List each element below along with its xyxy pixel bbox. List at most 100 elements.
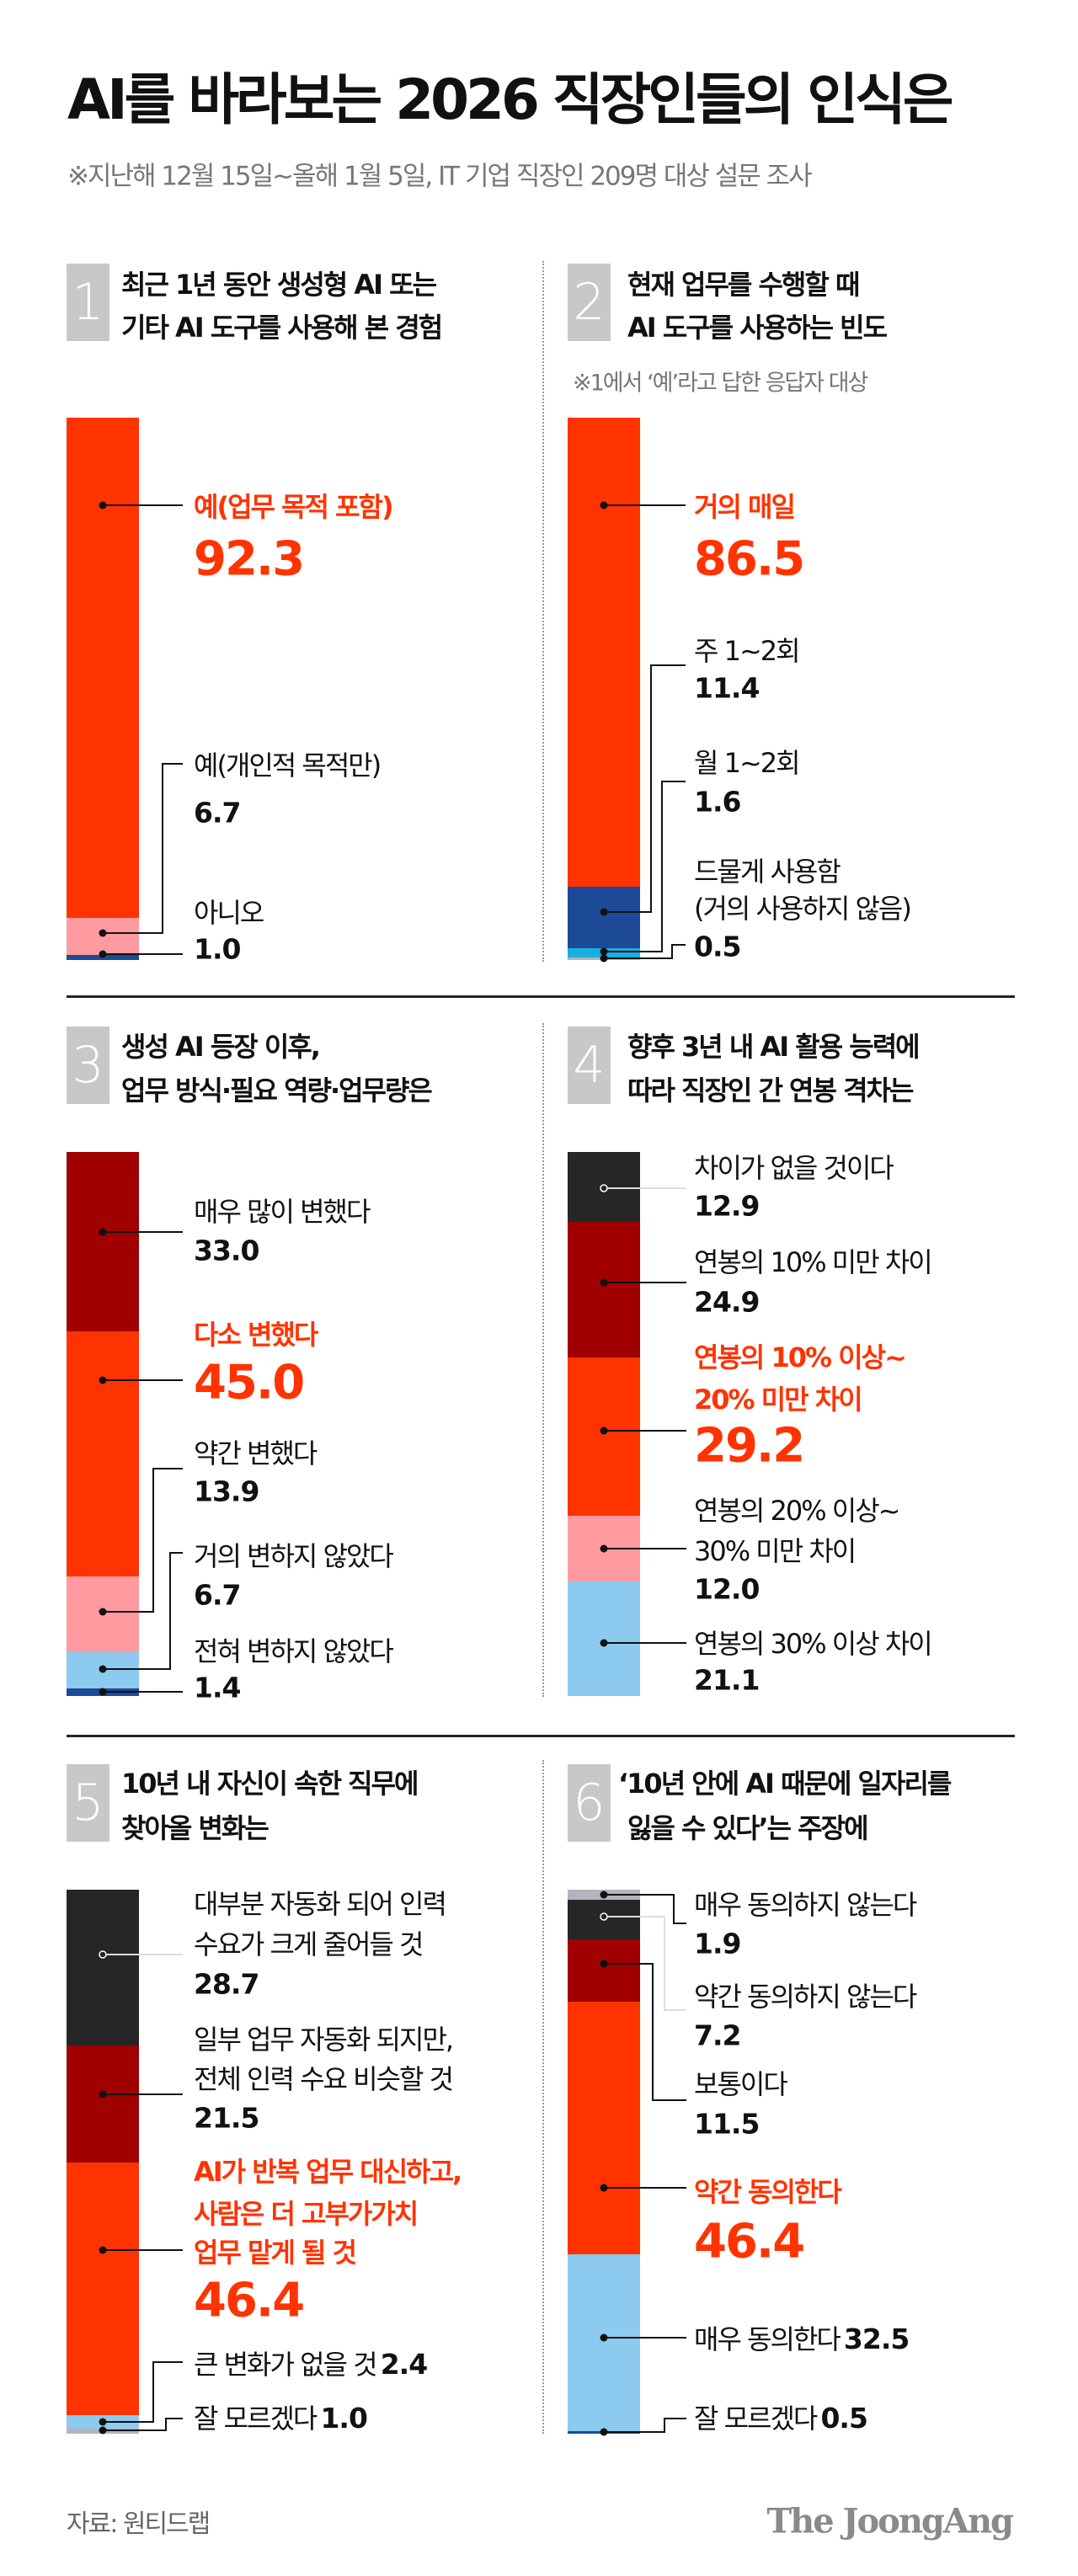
segment-value: 7.2 [694,2019,741,2052]
bar-segment [568,1357,640,1517]
segment-value: 21.5 [194,2101,259,2135]
stacked-bar-2 [568,418,640,961]
publisher-logo: The JoongAng [766,2501,1014,2541]
segment-label: 다소 변했다 [194,1319,318,1351]
segment-label: 연봉의 30% 이상 차이 [694,1628,933,1660]
segment-value: 12.9 [694,1189,760,1223]
stacked-bar-1 [67,418,139,961]
leader-dot [600,2184,608,2192]
page-title: AI를 바라보는 2026 직장인들의 인식은 [67,67,954,132]
leader-dot [99,2426,107,2435]
segment-label: 예(업무 목적 포함) [194,491,394,523]
segment-label-inline: 큰 변화가 없을 것 2.4 [194,2344,428,2382]
leader-line [604,2418,686,2433]
segment-value: 33.0 [194,1234,259,1267]
leader-line [103,763,183,934]
segment-label: (거의 사용하지 않음) [694,893,912,925]
bar-segment [568,1581,640,1697]
segment-value: 6.7 [194,1578,241,1612]
leader-dot [99,1665,107,1673]
leader-dot [99,1608,107,1616]
segment-label: 약간 변했다 [194,1437,318,1469]
segment-label: 일부 업무 자동화 되지만, [194,2024,454,2056]
column-divider [542,1023,544,1697]
leader-line [604,781,686,952]
leader-dot [600,1184,608,1192]
leader-dot [99,2090,107,2099]
question-title: 업무 방식·필요 역량·업무량은 [121,1075,433,1107]
leader-dot [600,1427,608,1435]
question-title: 생성 AI 등장 이후, [121,1031,321,1063]
bar-segment [568,1939,640,2003]
bar-segment [568,2002,640,2255]
segment-label: 거의 변하지 않았다 [194,1540,394,1572]
segment-value: 86.5 [694,531,805,587]
leader-dot [99,2246,107,2254]
segment-value: 92.3 [194,531,305,587]
segment-label: 연봉의 10% 이상~ [694,1341,907,1373]
bar-segment [568,418,640,888]
segment-value: 0.5 [820,2402,867,2435]
stacked-bar-3 [67,1152,139,1697]
segment-label: 주 1~2회 [694,635,801,667]
segment-label: 30% 미만 차이 [694,1535,857,1567]
segment-label: 보통이다 [694,2068,788,2100]
segment-value: 1.9 [694,1927,741,1960]
segment-value: 13.9 [194,1475,259,1508]
bar-segment [67,1890,139,2046]
bar-segment [67,1152,139,1332]
question-number-1: 1 [67,264,109,341]
section-divider [67,1735,1015,1737]
segment-label: 20% 미만 차이 [694,1384,863,1416]
leader-dot [99,950,107,958]
leader-line [604,1963,686,2101]
question-title: AI 도구를 사용하는 빈도 [627,312,888,344]
segment-value: 1.4 [194,1671,241,1704]
leader-dot [99,929,107,937]
segment-label: 매우 동의하지 않는다 [694,1889,917,1921]
bar-segment [67,418,139,919]
segment-label: 수요가 크게 줄어들 것 [194,1928,424,1960]
section-divider [67,995,1015,998]
segment-value: 24.9 [694,1285,760,1319]
question-title: 현재 업무를 수행할 때 [627,269,860,301]
leader-dot [600,1891,608,1899]
leader-line [604,944,686,959]
segment-label: 차이가 없을 것이다 [694,1152,894,1184]
segment-label: 약간 동의하지 않는다 [694,1981,917,2013]
segment-label: 잘 모르겠다 [694,2403,818,2435]
segment-label: 전혀 변하지 않았다 [194,1635,394,1667]
segment-label: 예(개인적 목적만) [194,749,382,781]
leader-dot [600,908,608,916]
segment-value: 1.0 [320,2402,367,2435]
segment-value: 1.0 [194,932,241,966]
stacked-bar-6 [568,1890,640,2435]
question-number-6: 6 [568,1764,611,1842]
segment-value: 46.4 [694,2214,805,2269]
question-title: 잃을 수 있다’는 주장에 [627,1812,869,1844]
question-number-5: 5 [67,1764,109,1842]
leader-dot [600,1912,608,1921]
leader-dot [600,947,608,956]
segment-value: 6.7 [194,796,241,829]
question-title: 향후 3년 내 AI 활용 능력에 [627,1031,921,1063]
leader-dot [99,1950,107,1959]
leader-dot [600,2428,608,2436]
question-title: 기타 AI 도구를 사용해 본 경험 [121,312,443,344]
segment-label: 매우 동의한다 [694,2323,841,2355]
segment-label-inline: 잘 모르겠다 0.5 [694,2397,868,2436]
segment-label: 대부분 자동화 되어 인력 [194,1888,447,1920]
leader-line [604,1916,686,2011]
segment-label: 약간 동의한다 [694,2176,842,2208]
stacked-bar-5 [67,1890,139,2435]
bar-segment [568,2253,640,2432]
leader-dot [600,501,608,509]
question-number-2: 2 [568,264,611,341]
segment-value: 28.7 [194,1967,259,2001]
question-title: 10년 내 자신이 속한 직무에 [121,1768,419,1800]
segment-label: 사람은 더 고부가가치 [194,2198,419,2230]
segment-value: 46.4 [194,2273,305,2328]
segment-label: 거의 매일 [694,491,796,523]
